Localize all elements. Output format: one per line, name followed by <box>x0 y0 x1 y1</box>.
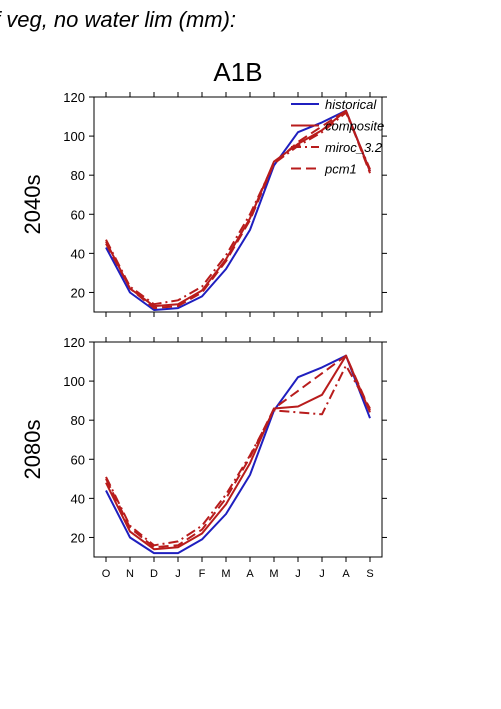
x-tick-label: O <box>102 568 111 580</box>
legend-label: miroc_3.2 <box>325 140 383 155</box>
y-tick-label: 100 <box>63 374 85 389</box>
x-tick-label: F <box>199 568 206 580</box>
x-tick-label: A <box>246 568 254 580</box>
y-tick-label: 60 <box>71 452 85 467</box>
x-tick-label: J <box>175 568 181 580</box>
legend-label: composite <box>325 119 384 134</box>
series-line-miroc-3-2 <box>105 111 371 306</box>
series-line-pcm1 <box>105 354 371 549</box>
x-tick-label: J <box>295 568 301 580</box>
y-tick-label: 80 <box>71 168 85 183</box>
x-tick-label: M <box>221 568 230 580</box>
y-tick-label: 120 <box>63 335 85 350</box>
series-line-composite <box>105 354 371 551</box>
y-tick-label: 20 <box>71 285 85 300</box>
series-line-historical <box>105 354 371 555</box>
figure-title: f veg, no water lim (mm): <box>0 7 236 32</box>
x-tick-label: J <box>319 568 325 580</box>
plot-frame <box>93 96 383 313</box>
series-line-historical <box>105 109 371 311</box>
series-line-miroc-3-2 <box>105 364 371 547</box>
x-tick-label: M <box>269 568 278 580</box>
panel-2040s: 20 40 60 80 100 120 2040s historical composite mi… <box>20 90 387 317</box>
plot-frame <box>93 341 383 558</box>
x-tick-label: S <box>366 568 373 580</box>
y-tick-label: 20 <box>71 530 85 545</box>
scenario-title: A1B <box>213 57 262 87</box>
y-tick-label: 120 <box>63 90 85 105</box>
panel-label: 2040s <box>20 175 45 235</box>
legend-label: historical <box>325 97 377 112</box>
y-tick-label: 40 <box>71 246 85 261</box>
legend-label: pcm1 <box>324 162 357 177</box>
y-tick-label: 80 <box>71 413 85 428</box>
y-tick-label: 40 <box>71 491 85 506</box>
panel-2080s: 20 40 60 80 100 120 O N D J F M A M J J A S 2080s <box>20 335 387 580</box>
x-tick-label: D <box>150 568 158 580</box>
x-tick-label: A <box>342 568 350 580</box>
series-line-pcm1 <box>105 109 371 310</box>
panel-label: 2080s <box>20 420 45 480</box>
y-tick-label: 60 <box>71 207 85 222</box>
y-tick-label: 100 <box>63 129 85 144</box>
x-tick-label: N <box>126 568 134 580</box>
